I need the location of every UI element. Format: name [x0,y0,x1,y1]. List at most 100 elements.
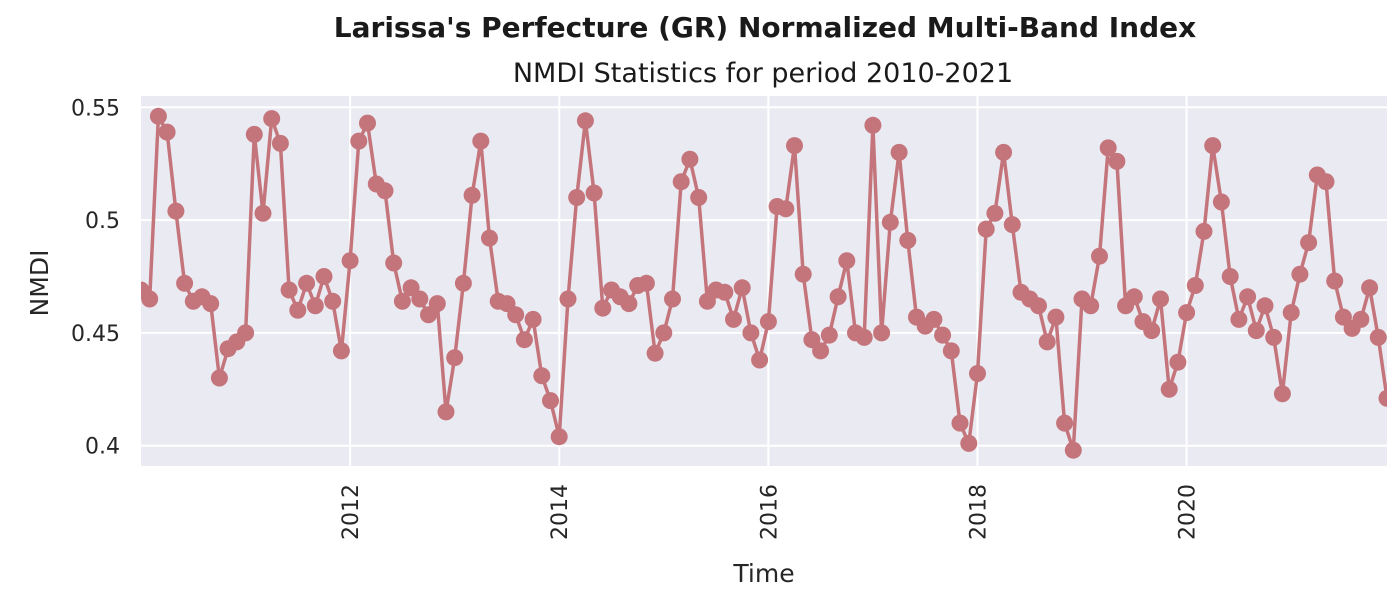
data-point [864,116,882,134]
data-point [515,331,533,349]
data-point [298,274,316,292]
data-point [472,132,490,150]
data-point [271,134,289,152]
y-tick-label: 0.5 [85,209,120,234]
grid [141,96,1387,466]
data-point [1352,310,1370,328]
y-tick-label: 0.55 [71,96,120,121]
data-point [559,290,577,308]
data-point [1300,234,1318,252]
data-point [263,110,281,128]
data-point [507,306,525,324]
data-point [428,295,446,313]
data-point [542,392,559,410]
data-point [812,342,830,360]
data-point [446,349,464,367]
data-point [315,268,333,285]
data-point [167,202,185,220]
chart-title: Larissa's Perfecture (GR) Normalized Mul… [334,11,1196,44]
data-point [1273,385,1291,403]
data-point [1204,137,1222,155]
data-point [986,204,1004,222]
data-point [934,326,952,344]
data-point [1038,333,1056,351]
data-point [245,125,263,143]
data-point [1291,265,1309,283]
data-point [655,324,673,342]
data-point [1056,414,1074,432]
y-tick-label: 0.45 [71,322,120,347]
data-point [681,150,699,168]
x-axis-label: Time [732,559,794,588]
data-point [280,281,298,299]
data-point [585,184,603,202]
data-point [716,283,734,301]
data-point [794,265,812,283]
series-nmdi [141,107,1387,459]
data-point [838,252,856,270]
data-point [1099,139,1117,157]
data-point [141,290,159,308]
data-point [1030,297,1047,315]
data-point [960,434,978,452]
data-point [951,414,969,432]
data-point [1082,297,1100,315]
data-point [890,143,908,161]
data-point [385,254,403,272]
data-point [1160,380,1178,398]
series-marks [141,107,1387,459]
data-point [202,295,220,313]
data-point [742,324,760,342]
data-point [1265,328,1283,346]
data-point [1195,222,1213,240]
data-point [550,428,568,446]
data-point [568,189,586,206]
data-point [620,295,638,313]
x-tick-label: 2020 [1176,484,1201,540]
data-point [437,403,455,421]
data-point [1317,173,1335,191]
data-point [1221,268,1239,285]
data-point [1108,152,1126,170]
data-point [942,342,960,360]
data-point [176,274,194,292]
data-point [969,365,986,382]
data-point [350,132,368,150]
data-point [289,301,307,319]
data-point [237,324,255,342]
data-point [733,279,751,297]
data-point [1361,279,1379,297]
data-point [411,290,429,308]
data-point [751,351,769,369]
data-point [594,299,612,317]
data-point [1369,328,1387,346]
data-point [899,231,917,249]
data-point [646,344,664,362]
data-point [454,274,472,292]
data-point [1003,216,1021,234]
data-point [254,204,272,222]
data-point [1178,304,1196,322]
data-point [576,112,594,130]
data-point [210,369,228,387]
data-point [637,274,655,292]
data-point [777,200,795,218]
data-point [376,182,394,200]
data-point [359,114,376,132]
data-point [1378,389,1387,407]
data-point [1230,310,1248,328]
data-point [664,290,681,308]
data-point [1326,272,1344,290]
chart-subtitle: NMDI Statistics for period 2010-2021 [513,58,1013,89]
data-point [1152,290,1169,308]
data-point [149,107,167,125]
data-point [1186,277,1204,294]
data-point [306,297,324,315]
data-point [533,367,551,385]
data-point [820,326,838,344]
y-axis-ticks: 0.4 0.45 0.5 0.55 [71,96,120,459]
data-point [481,229,498,247]
data-point [1247,322,1265,340]
data-point [690,189,708,206]
